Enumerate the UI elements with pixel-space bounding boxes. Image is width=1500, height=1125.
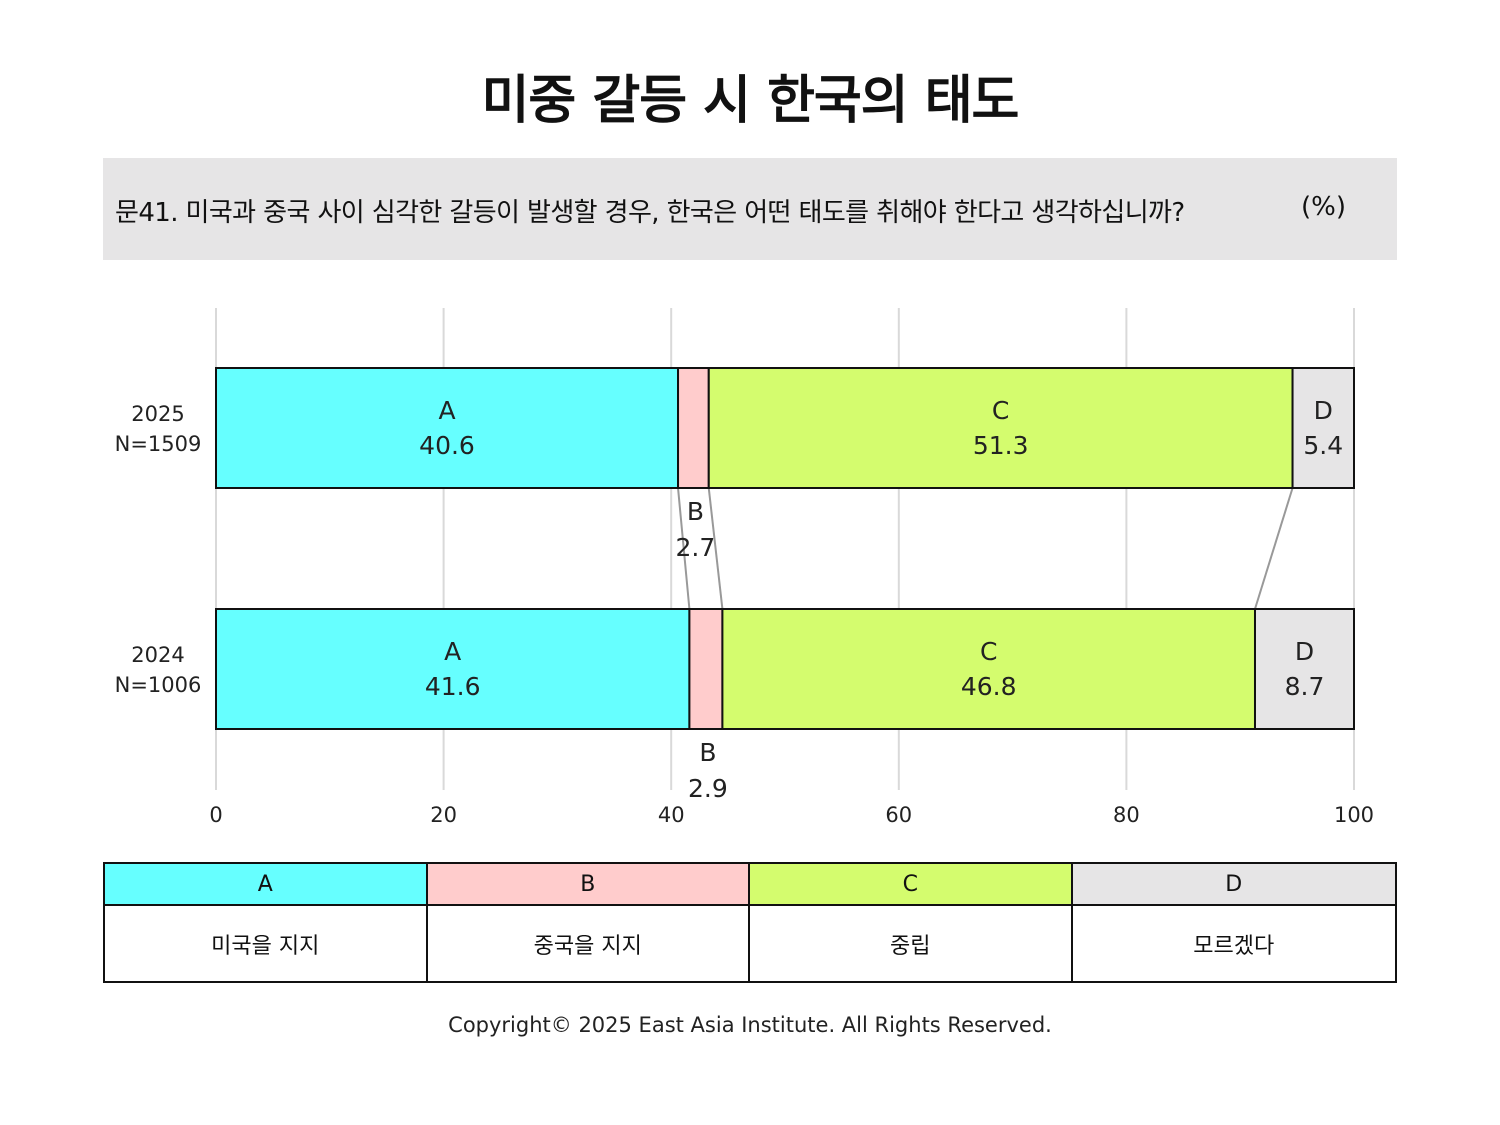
data-label: 5.4 — [1303, 431, 1343, 460]
data-label: 2.9 — [688, 774, 728, 803]
bar-a-2025 — [215, 367, 680, 489]
data-label: 46.8 — [961, 672, 1017, 701]
connector-line — [1254, 487, 1294, 610]
row-label-year: 2024 — [131, 643, 184, 667]
row-label-n: N=1509 — [115, 432, 202, 456]
bar-c-2025 — [707, 367, 1294, 489]
data-label: 2.7 — [676, 533, 716, 562]
segment-key-label: B — [699, 738, 716, 767]
segment-key-label: A — [438, 396, 455, 425]
connector-line — [677, 487, 691, 610]
data-label: 40.6 — [419, 431, 475, 460]
bar-d-2024 — [1253, 608, 1356, 730]
segment-key-label: D — [1295, 637, 1314, 666]
legend-key-a: A — [105, 864, 428, 906]
stacked-bar-chart: 0 20 40 60 80 100 A 40.6 B 2.7 C 51.3 D 5.4 2025 N=1509… — [115, 308, 1374, 827]
row-label-n: N=1006 — [115, 673, 202, 697]
data-label: 51.3 — [973, 431, 1029, 460]
bar-b-2024 — [688, 608, 724, 730]
x-tick-label: 80 — [1113, 803, 1140, 827]
question-box: 문41. 미국과 중국 사이 심각한 갈등이 발생할 경우, 한국은 어떤 태도… — [103, 158, 1397, 260]
copyright: Copyright© 2025 East Asia Institute. All… — [448, 1013, 1052, 1037]
connector-line — [707, 487, 724, 610]
legend-label-b: 중국을 지지 — [428, 906, 750, 981]
x-tick-label: 100 — [1334, 803, 1374, 827]
row-label-year: 2025 — [131, 402, 184, 426]
x-tick-label: 20 — [430, 803, 457, 827]
legend-table: A B C D 미국을 지지 중국을 지지 중립 모르겠다 — [103, 862, 1397, 983]
data-label: 8.7 — [1285, 672, 1325, 701]
legend-key-c: C — [750, 864, 1073, 906]
x-tick-label: 60 — [885, 803, 912, 827]
x-tick-label: 40 — [658, 803, 685, 827]
bar-a-2024 — [215, 608, 691, 730]
chart-title: 미중 갈등 시 한국의 태도 — [481, 71, 1020, 131]
bar-d-2025 — [1291, 367, 1355, 489]
unit-label: (%) — [1301, 192, 1346, 222]
segment-key-label: C — [992, 396, 1009, 425]
legend-label-d: 모르겠다 — [1193, 933, 1275, 959]
segment-key-label: C — [980, 637, 997, 666]
legend-label-c: 중립 — [750, 906, 1073, 981]
bar-b-2025 — [677, 367, 710, 489]
segment-key-label: D — [1314, 396, 1333, 425]
segment-key-label: A — [444, 637, 461, 666]
data-label: 41.6 — [425, 672, 481, 701]
legend-key-b: B — [427, 864, 750, 906]
legend-key-d: D — [1072, 864, 1395, 906]
bar-c-2024 — [721, 608, 1256, 730]
legend-label-a: 미국을 지지 — [105, 906, 428, 981]
question-text: 문41. 미국과 중국 사이 심각한 갈등이 발생할 경우, 한국은 어떤 태도… — [115, 198, 1185, 228]
segment-key-label: B — [687, 497, 704, 526]
x-tick-label: 0 — [209, 803, 222, 827]
